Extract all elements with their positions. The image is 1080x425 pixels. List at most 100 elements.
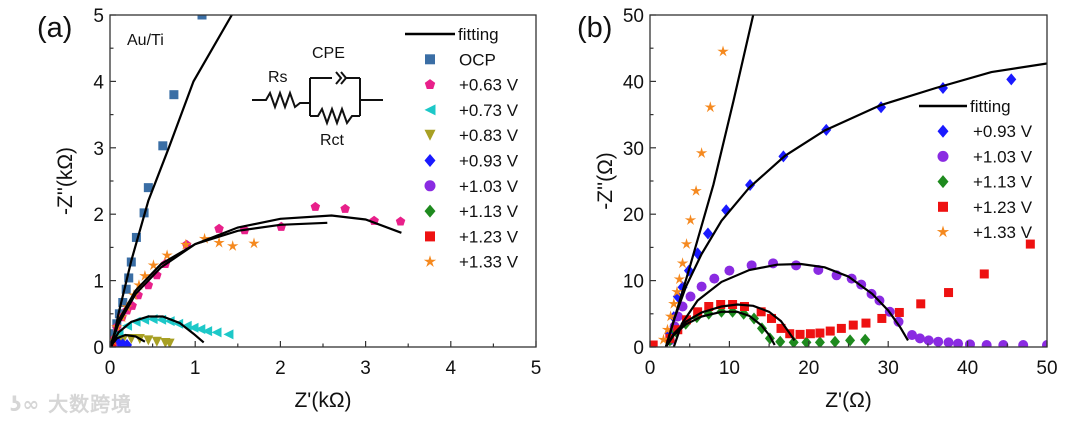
data-point [685, 291, 696, 302]
x-tick-label: 50 [1036, 358, 1057, 379]
y-tick-label: 2 [93, 205, 104, 226]
x-axis-label: Z'(Ω) [825, 389, 872, 412]
data-point [933, 336, 944, 347]
data-point [650, 340, 658, 347]
x-tick-label: 0 [645, 358, 656, 379]
data-point [814, 336, 825, 347]
cpe-element-icon [310, 71, 360, 85]
data-point [979, 269, 989, 279]
data-point [661, 323, 674, 335]
legend-marker [424, 154, 436, 167]
rct-resistor-icon [310, 106, 360, 126]
data-point [964, 339, 975, 347]
x-tick-label: 40 [957, 358, 978, 379]
panel-a-chart: 0 1 2 3 4 5 0 1 2 3 4 5 Z'(kΩ) -Z''(kΩ) (a) fitting OCP +… [37, 6, 541, 412]
data-point [739, 301, 749, 311]
series--1-33-V [657, 45, 729, 345]
data-point [657, 333, 670, 345]
data-point [139, 270, 151, 281]
data-point [916, 299, 926, 309]
data-point [118, 298, 128, 308]
data-point [147, 259, 160, 271]
data-point [696, 281, 707, 292]
panel-label: (a) [37, 12, 72, 44]
data-point [213, 236, 225, 248]
legend-marker [424, 79, 436, 89]
x-tick-label: 1 [190, 358, 201, 379]
x-tick-label: 30 [878, 358, 899, 379]
fit-line [664, 310, 776, 347]
data-point [202, 326, 213, 337]
data-point [709, 273, 720, 284]
legend-label: +1.13 V [459, 202, 519, 221]
data-point [702, 227, 713, 240]
data-point [195, 324, 206, 335]
data-point [276, 221, 286, 231]
y-tick-label: 5 [93, 6, 104, 27]
data-point [845, 334, 856, 347]
x-tick-label: 10 [719, 358, 740, 379]
panel-b-chart: 0 10 20 30 40 50 0 10 20 30 40 50 Z'(Ω) -Z''(Ω) (b) fit… [577, 6, 1058, 412]
legend-label: +0.93 V [459, 152, 519, 171]
legend: fitting +0.93 V +1.03 V +1.13 V +1.23 V +1.33… [919, 97, 1033, 242]
data-point [1018, 340, 1029, 347]
fit-line [672, 262, 909, 347]
plot-area [110, 15, 406, 347]
fit-line [110, 315, 205, 347]
data-point [981, 340, 992, 347]
legend-marker [424, 204, 436, 218]
data-point [944, 288, 954, 298]
data-point [122, 339, 133, 347]
legend-marker [425, 231, 435, 242]
data-point [776, 323, 786, 333]
watermark: ʖ∞ 大数跨境 [10, 388, 132, 417]
data-point [695, 147, 708, 158]
y-tick-label: 30 [623, 139, 644, 160]
data-point [953, 338, 964, 347]
fit-line [110, 15, 233, 347]
data-point [227, 240, 239, 251]
data-point [680, 238, 693, 249]
watermark-logo-icon: ʖ∞ [10, 392, 49, 416]
data-point [676, 257, 689, 269]
sample-label: Au/Ti [127, 32, 164, 49]
legend-label: +1.33 V [973, 223, 1033, 242]
x-tick-label: 0 [105, 358, 116, 379]
data-point [121, 284, 131, 294]
fit-line [110, 221, 328, 347]
y-tick-label: 0 [93, 338, 104, 359]
data-point [775, 335, 786, 347]
circuit-label-rct: Rct [320, 132, 345, 149]
data-point [756, 307, 766, 317]
legend-label: +1.23 V [459, 227, 519, 246]
legend-label: +0.73 V [459, 101, 519, 120]
series--1-23-V [650, 239, 1035, 347]
data-point [684, 214, 697, 225]
legend-label: +0.63 V [459, 76, 519, 95]
data-point [198, 232, 211, 244]
legend-marker [423, 255, 437, 267]
data-point [848, 320, 858, 330]
series--1-03-V [664, 258, 1047, 347]
data-point [1025, 239, 1035, 249]
data-point [664, 310, 677, 322]
data-point [214, 223, 224, 233]
data-point [164, 316, 175, 327]
data-point [791, 260, 802, 271]
data-point [395, 216, 406, 226]
circuit-label-cpe: CPE [312, 45, 345, 62]
legend-label: OCP [459, 50, 496, 69]
watermark-text: 大数跨境 [48, 392, 133, 416]
legend-marker [424, 129, 436, 141]
data-point [211, 327, 222, 338]
data-point [1006, 73, 1017, 86]
y-tick-label: 1 [93, 272, 104, 293]
data-point [161, 249, 173, 261]
series--0-93-V [664, 73, 1017, 340]
y-tick-label: 3 [93, 139, 104, 160]
data-point [223, 329, 234, 340]
fit-line [664, 62, 1047, 347]
data-point [693, 307, 703, 317]
x-tick-label: 20 [798, 358, 819, 379]
data-point [668, 297, 680, 309]
